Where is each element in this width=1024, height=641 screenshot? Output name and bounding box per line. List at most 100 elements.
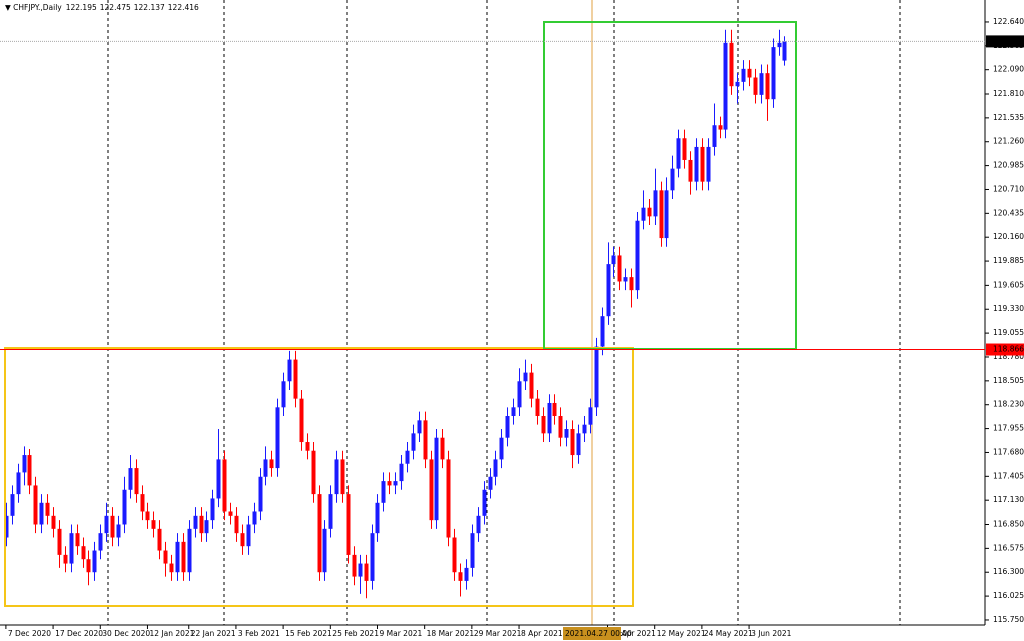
y-tick-label: 118.780: [993, 352, 1024, 361]
candle-body: [393, 481, 398, 486]
candle-body: [541, 416, 546, 434]
candle-body: [27, 455, 32, 486]
x-tick-label: 17 Dec 2020: [55, 629, 103, 638]
range-box: [4, 347, 634, 607]
y-tick-label: 120.710: [993, 184, 1024, 193]
candle-body: [258, 476, 263, 512]
candle-body: [299, 398, 304, 443]
candle-body: [735, 81, 740, 87]
candle-body: [470, 533, 475, 568]
candle-body: [116, 524, 121, 538]
x-tick-label: 3 Jun 2021: [751, 629, 792, 638]
candle-body: [151, 520, 156, 529]
x-tick-label: 20 Apr 2021: [610, 629, 657, 638]
candle-body: [588, 407, 593, 425]
candle-body: [411, 433, 416, 451]
candle-body: [505, 416, 510, 438]
candle-body: [594, 346, 599, 408]
candle-body: [653, 190, 658, 217]
x-tick-label: 29 Mar 2021: [474, 629, 522, 638]
candle-body: [328, 494, 333, 529]
candle-body: [482, 489, 487, 516]
candle-body: [535, 398, 540, 417]
candle-body: [664, 190, 669, 239]
candle-body: [69, 533, 74, 564]
x-tick-label: 3 Feb 2021: [238, 629, 280, 638]
y-tick-label: 121.260: [993, 137, 1024, 146]
candle-body: [547, 402, 552, 434]
candle-body: [623, 277, 628, 282]
candle-body: [287, 359, 292, 382]
triangle: ▼: [5, 3, 13, 12]
candle-body: [275, 407, 280, 469]
x-tick-label: 9 Mar 2021: [379, 629, 422, 638]
candle-body: [340, 459, 345, 495]
candle-body: [493, 459, 498, 477]
price-label: 122.416: [993, 36, 1024, 45]
y-tick-label: 119.885: [993, 256, 1024, 265]
candle-body: [387, 481, 392, 486]
candle-body: [293, 359, 298, 399]
y-tick-label: 119.330: [993, 304, 1024, 313]
candle-body: [771, 47, 776, 100]
close: 122.416: [168, 3, 199, 12]
candle-body: [706, 146, 711, 182]
y-tick-label: 122.640: [993, 17, 1024, 26]
candle-body: [33, 485, 38, 525]
candle-body: [140, 494, 145, 512]
candle-body: [399, 463, 404, 482]
candle-body: [193, 515, 198, 529]
candle-body: [676, 138, 681, 169]
candle-body: [499, 437, 504, 460]
candle-body: [617, 255, 622, 282]
y-tick-label: 119.055: [993, 328, 1024, 337]
high: 122.475: [100, 3, 131, 12]
candle-body: [647, 207, 652, 217]
candle-body: [753, 77, 758, 95]
candle-body: [334, 459, 339, 495]
candle-body: [434, 437, 439, 521]
candle-body: [4, 515, 9, 538]
candle-body: [381, 481, 386, 503]
candle-body: [429, 459, 434, 521]
candle-body: [187, 528, 192, 573]
candle-body: [210, 498, 215, 521]
candle-body: [777, 42, 782, 48]
price-label-box: [986, 35, 1024, 48]
candle-body: [718, 125, 723, 130]
y-tick-label: 116.850: [993, 519, 1024, 528]
y-tick-label: 117.405: [993, 471, 1024, 480]
candle-body: [281, 381, 286, 408]
candle-body: [440, 437, 445, 460]
header: ▼ CHFJPY.,Daily 122.195 122.475 122.137 122.…: [5, 3, 199, 12]
candle-body: [659, 190, 664, 239]
crosshair-label-box: [563, 627, 621, 640]
candle-body: [488, 476, 493, 490]
candle-body: [517, 381, 522, 408]
candle-body: [16, 472, 21, 495]
candle-body: [311, 450, 316, 495]
candle-body: [606, 264, 611, 317]
candle-body: [564, 429, 569, 438]
y-tick-label: 117.955: [993, 424, 1024, 433]
symbol: CHFJPY.,Daily: [13, 3, 62, 12]
x-tick-label: 8 Apr 2021: [521, 629, 563, 638]
y-tick-label: 121.535: [993, 113, 1024, 122]
candle-body: [81, 546, 86, 560]
candle-body: [729, 42, 734, 87]
candle-body: [458, 572, 463, 581]
candle-body: [134, 468, 139, 495]
y-tick-label: 120.435: [993, 208, 1024, 217]
candle-body: [688, 159, 693, 182]
candle-body: [741, 68, 746, 82]
candle-body: [682, 138, 687, 160]
candle-body: [446, 459, 451, 538]
y-tick-label: 116.575: [993, 543, 1024, 552]
candle-body: [364, 563, 369, 581]
x-tick-label: 25 Feb 2021: [332, 629, 379, 638]
candle-body: [670, 168, 675, 191]
candle-body: [240, 533, 245, 547]
y-tick-label: 120.160: [993, 232, 1024, 241]
